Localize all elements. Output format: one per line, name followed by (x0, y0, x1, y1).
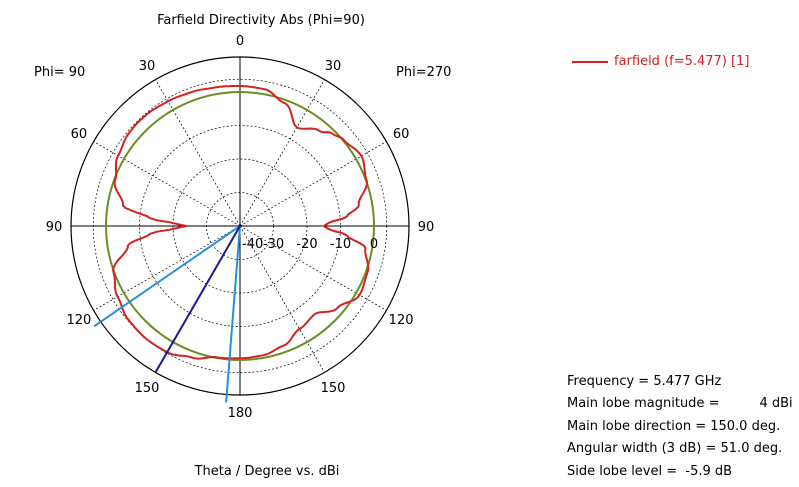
angle-label: 0 (236, 34, 244, 49)
radial-label: -10 (330, 237, 351, 252)
main-lobe-line (154, 225, 241, 373)
angle-label: 90 (46, 220, 63, 235)
chart-title: Farfield Directivity Abs (Phi=90) (157, 13, 365, 28)
info-width: Angular width (3 dB) = 51.0 deg. (567, 441, 783, 457)
reference-circle (105, 91, 375, 361)
info-magnitude: Main lobe magnitude = 4 dBi (567, 393, 793, 415)
grid-spoke-30 (239, 79, 325, 227)
info-direction: Main lobe direction = 150.0 deg. (567, 418, 781, 434)
pattern-curve (112, 85, 370, 360)
grid-spoke-150 (239, 225, 325, 373)
angle-label: 60 (71, 127, 88, 142)
grid-spoke-240 (93, 225, 241, 311)
legend-label: farfield (f=5.477) [1] (614, 54, 750, 69)
legend: farfield (f=5.477) [1] (572, 54, 749, 69)
legend-swatch (572, 60, 608, 63)
grid-spoke-60 (239, 141, 387, 227)
info-magnitude-value: 4 dBi (759, 396, 793, 412)
angle-label: 150 (321, 381, 346, 396)
angle-label: 180 (228, 406, 253, 421)
angle-label: 30 (139, 59, 156, 74)
grid-spoke-120 (239, 225, 387, 311)
info-panel: Frequency = 5.477 GHz Main lobe magnitud… (567, 371, 793, 483)
radial-label: -30 (263, 237, 284, 252)
grid-spoke-330 (155, 79, 241, 227)
angle-label: 150 (135, 381, 160, 396)
info-magnitude-key: Main lobe magnitude = (567, 396, 720, 412)
beamwidth-line-1 (93, 225, 241, 328)
angle-label: 30 (325, 59, 342, 74)
radial-label: -40 (242, 237, 263, 252)
radial-label: -20 (296, 237, 317, 252)
phi-right-label: Phi=270 (396, 65, 451, 80)
angle-label: 60 (393, 127, 410, 142)
info-frequency: Frequency = 5.477 GHz (567, 374, 722, 389)
radial-label: 0 (370, 237, 378, 252)
angle-label: 120 (66, 313, 91, 328)
phi-left-label: Phi= 90 (34, 65, 85, 80)
angle-label: 120 (389, 313, 414, 328)
beamwidth-line-2 (225, 225, 241, 403)
label-layer: 0 30 60 90 120 150 180 150 120 90 60 30 -40 -30 -20 -10… (46, 34, 435, 421)
x-axis-label: Theta / Degree vs. dBi (194, 464, 340, 479)
info-sidelobe: Side lobe level = -5.9 dB (567, 463, 733, 479)
pattern-layer (93, 85, 375, 403)
angle-label: 90 (418, 220, 435, 235)
